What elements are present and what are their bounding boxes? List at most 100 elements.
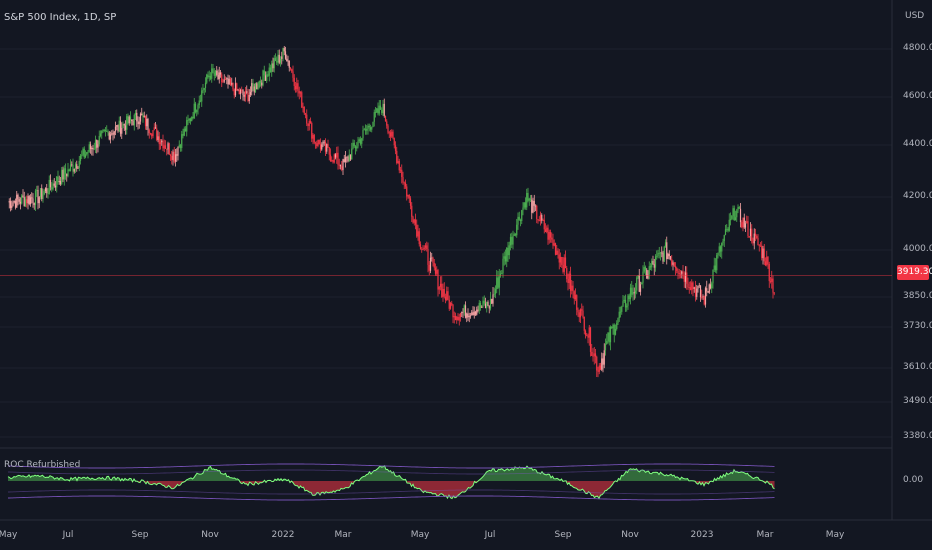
candle-body [358, 139, 360, 142]
candle-body [756, 236, 758, 239]
candle-body [424, 245, 427, 248]
candle-body [26, 199, 28, 204]
candle-body [568, 273, 570, 284]
candle-body [222, 81, 224, 83]
candle-body [619, 311, 622, 313]
candle-body [226, 78, 228, 80]
chart-title: S&P 500 Index, 1D, SP [4, 12, 117, 23]
candle-body [448, 299, 450, 309]
candle-body [434, 267, 437, 274]
candle-body [146, 118, 148, 127]
candle-body [324, 141, 327, 152]
candle-body [539, 214, 542, 222]
candle-body [303, 106, 305, 114]
candle-body [652, 261, 654, 265]
candle-body [83, 148, 85, 158]
candle-body [436, 270, 438, 274]
candle-body [366, 128, 368, 131]
candle-body [759, 245, 762, 247]
candle-body [391, 131, 393, 137]
time-tick-label: Mar [756, 530, 774, 540]
candle-body [684, 272, 687, 282]
candle-body [439, 283, 442, 287]
candle-body [253, 86, 255, 93]
candle-body [631, 287, 633, 295]
candle-body [337, 152, 339, 165]
candle-body [98, 135, 100, 145]
candle-body [167, 143, 169, 150]
candle-body [191, 116, 193, 122]
candle-body [99, 133, 102, 136]
candle-body [447, 291, 449, 300]
candle-body [327, 144, 329, 148]
candle-body [743, 217, 745, 228]
candle-body [416, 224, 418, 237]
candle-body [87, 151, 89, 153]
candle-body [142, 115, 144, 118]
candle-body [664, 242, 667, 247]
candle-body [281, 56, 283, 59]
candle-body [254, 83, 257, 93]
candle-body [91, 147, 93, 150]
candle-body [592, 356, 594, 357]
candle-body [181, 134, 183, 148]
candle-body [252, 83, 254, 87]
candle-body [613, 324, 615, 335]
candle-body [754, 233, 757, 237]
candle-body [458, 317, 460, 321]
candle-body [704, 288, 707, 305]
candle-body [284, 51, 287, 59]
candle-body [139, 113, 142, 122]
candle-body [123, 124, 125, 126]
candle-body [289, 67, 292, 70]
candle-body [14, 201, 17, 208]
candle-body [271, 63, 273, 73]
candle-body [128, 116, 130, 124]
candle-body [423, 247, 425, 250]
candle-body [729, 218, 732, 220]
candle-body [46, 188, 48, 194]
candle-body [144, 115, 147, 127]
candle-body [96, 139, 98, 148]
candle-body [74, 164, 77, 169]
candle-body [9, 201, 12, 208]
candle-body [558, 254, 560, 263]
candle-body [689, 287, 692, 291]
candle-body [202, 89, 204, 91]
candle-body [697, 285, 699, 289]
candle-body [732, 208, 734, 216]
candle-body [48, 179, 50, 194]
candle-body [427, 249, 429, 265]
candle-body [17, 194, 19, 200]
candle-body [164, 145, 167, 149]
candle-body [219, 72, 222, 75]
candle-body [8, 201, 10, 203]
candle-body [224, 79, 227, 81]
candle-body [61, 169, 63, 185]
candle-body [578, 312, 580, 318]
last-price-label: 3919.30 [897, 265, 932, 280]
candle-body [611, 327, 613, 329]
candle-body [496, 277, 498, 290]
candle-body [624, 299, 627, 308]
candle-body [621, 306, 623, 312]
candle-body [242, 90, 244, 96]
candle-body [523, 202, 525, 208]
candle-body [381, 109, 383, 114]
candle-body [341, 166, 343, 170]
candle-body [751, 228, 753, 242]
candle-body [563, 257, 565, 272]
candle-body [298, 91, 300, 94]
candle-body [106, 131, 108, 132]
candle-body [113, 131, 115, 135]
candle-body [372, 121, 374, 128]
candle-body [378, 105, 380, 114]
candle-body [49, 179, 52, 188]
candle-body [726, 228, 728, 230]
candle-body [36, 189, 38, 191]
candle-body [421, 248, 423, 250]
candle-body [237, 89, 239, 91]
candle-body [433, 263, 435, 268]
candle-body [63, 168, 65, 180]
